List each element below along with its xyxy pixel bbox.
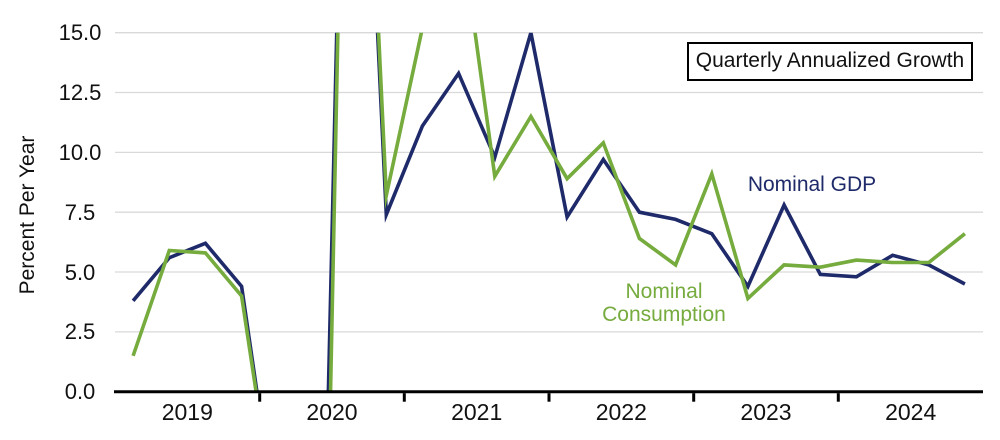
x-year-label: 2019 <box>161 399 213 425</box>
y-tick-label: 0.0 <box>64 379 96 405</box>
x-year-label: 2024 <box>885 399 937 425</box>
x-year-label: 2022 <box>595 399 647 425</box>
x-year-label: 2023 <box>740 399 792 425</box>
gdp-series-label: Nominal GDP <box>747 173 877 196</box>
y-tick-label: 2.5 <box>64 319 96 345</box>
legend-box-label: Quarterly Annualized Growth <box>695 49 965 72</box>
legend-box: Quarterly Annualized Growth <box>687 42 973 81</box>
y-tick-label: 12.5 <box>58 80 102 105</box>
consumption-line <box>131 32 967 392</box>
y-tick-label: 7.5 <box>64 199 96 225</box>
y-tick-label: 5.0 <box>64 259 96 285</box>
y-tick-label: 10.0 <box>58 139 102 165</box>
x-year-label: 2020 <box>306 399 358 425</box>
x-year-label: 2021 <box>451 399 503 425</box>
y-tick-label: 15.0 <box>58 20 102 46</box>
gdp-line <box>131 32 966 392</box>
consumption-series-label: Nominal Consumption <box>602 280 726 326</box>
